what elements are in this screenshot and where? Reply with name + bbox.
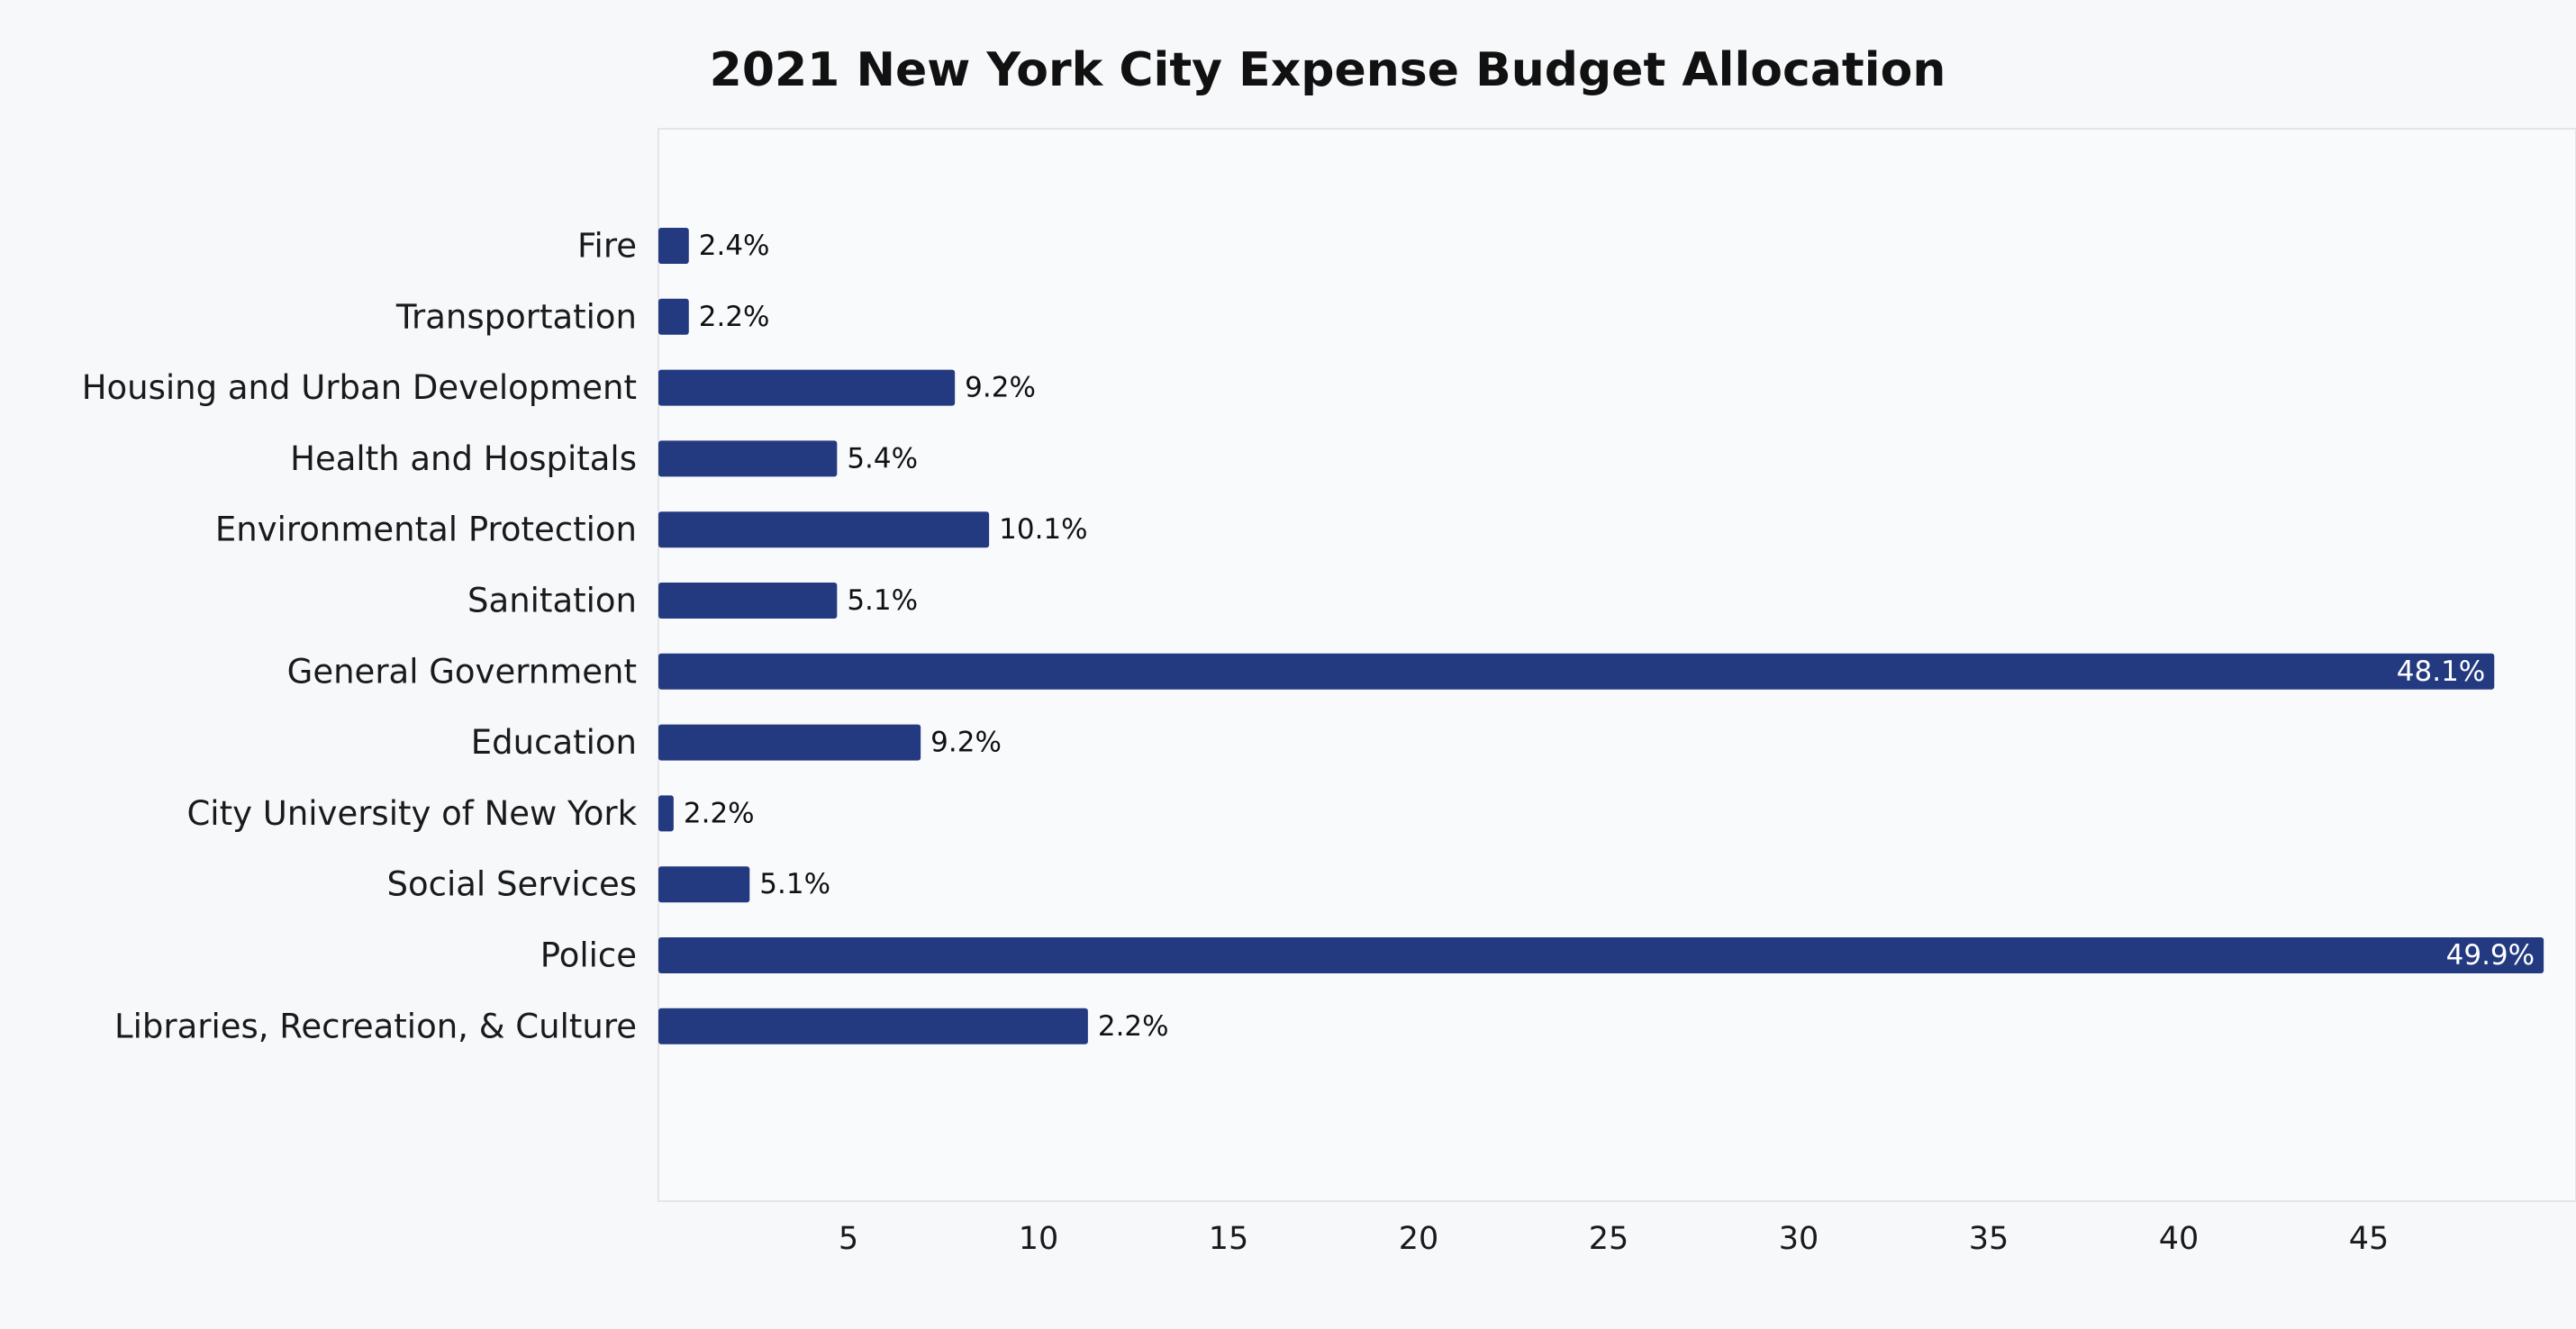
x-tick-label-45: 45 [2349, 1221, 2390, 1257]
data-label-social-services: 5.1% [759, 868, 830, 900]
category-label-police: Police [540, 936, 637, 975]
bar-transportation [658, 298, 689, 335]
bar-social-services [658, 866, 750, 903]
bar-health-and-hospitals [658, 440, 838, 477]
bars-layer [658, 228, 2544, 1044]
category-label-education: Education [471, 723, 637, 762]
x-axis-ticks: 5 10 15 20 25 30 35 40 45 [839, 1221, 2389, 1257]
data-label-housing-and-urban-development: 9.2% [965, 372, 1036, 404]
data-label-police: 49.9% [2446, 939, 2535, 972]
category-label-general-government: General Government [287, 652, 637, 691]
data-label-transportation: 2.2% [699, 301, 770, 333]
bar-housing-and-urban-development [658, 369, 956, 406]
x-tick-label-5: 5 [839, 1221, 858, 1257]
data-label-fire: 2.4% [699, 230, 770, 262]
x-tick-label-20: 20 [1399, 1221, 1439, 1257]
category-label-health-and-hospitals: Health and Hospitals [290, 439, 637, 478]
category-label-environmental-protection: Environmental Protection [215, 511, 637, 549]
category-label-fire: Fire [577, 227, 637, 266]
x-tick-label-10: 10 [1019, 1221, 1059, 1257]
data-label-general-government: 48.1% [2397, 655, 2485, 688]
bar-fire [658, 228, 689, 264]
category-label-city-university-of-new-york: City University of New York [186, 794, 637, 833]
data-label-environmental-protection: 10.1% [999, 513, 1087, 546]
bar-sanitation [658, 583, 838, 619]
data-label-health-and-hospitals: 5.4% [847, 442, 918, 475]
data-label-libraries-recreation-and-culture: 2.2% [1098, 1010, 1169, 1043]
data-label-education: 9.2% [930, 727, 1002, 759]
category-label-social-services: Social Services [387, 865, 637, 904]
bar-environmental-protection [658, 511, 990, 548]
chart-title: 2021 New York City Expense Budget Alloca… [710, 43, 1946, 97]
x-tick-label-35: 35 [1969, 1221, 2009, 1257]
category-label-sanitation: Sanitation [467, 582, 637, 620]
category-label-transportation: Transportation [395, 297, 637, 336]
x-tick-label-40: 40 [2159, 1221, 2200, 1257]
x-tick-label-30: 30 [1779, 1221, 1819, 1257]
bar-libraries-recreation-and-culture [658, 1008, 1088, 1044]
category-label-libraries-recreation-and-culture: Libraries, Recreation, & Culture [114, 1007, 637, 1045]
data-label-city-university-of-new-york: 2.2% [684, 797, 755, 829]
bar-police [658, 937, 2544, 973]
category-label-housing-and-urban-development: Housing and Urban Development [82, 368, 637, 407]
bar-city-university-of-new-york [658, 795, 674, 832]
category-labels: Fire Transportation Housing and Urban Deve… [82, 227, 638, 1046]
bar-general-government [658, 653, 2495, 690]
data-labels: 2.4% 2.2% 9.2% 5.4% 10.1% 5.1% 48.1% 9.2% 2.2% 5.… [684, 230, 2535, 1043]
x-tick-label-15: 15 [1209, 1221, 1249, 1257]
bar-education [658, 724, 921, 761]
x-tick-label-25: 25 [1589, 1221, 1629, 1257]
data-label-sanitation: 5.1% [847, 584, 918, 617]
